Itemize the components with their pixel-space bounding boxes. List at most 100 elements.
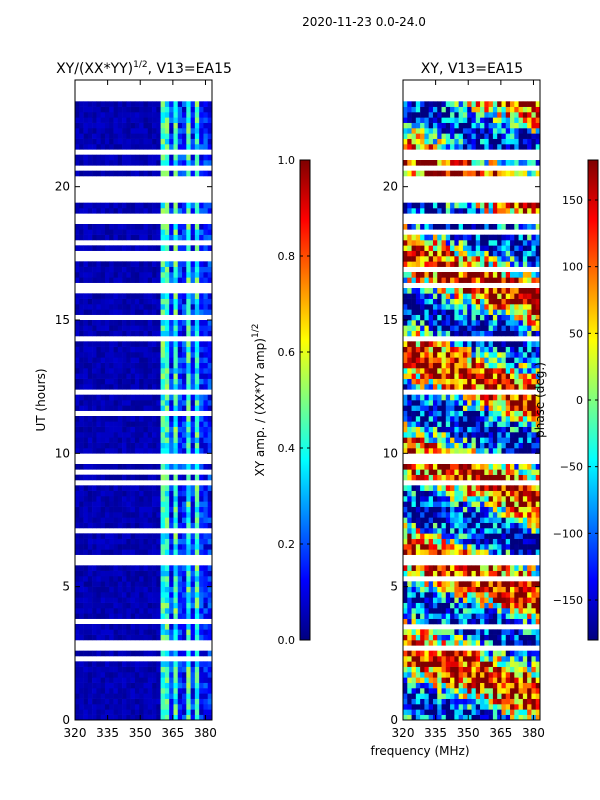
heatmap-cell xyxy=(407,346,412,353)
heatmap-cell xyxy=(109,224,114,230)
heatmap-cell xyxy=(531,512,537,518)
heatmap-cell xyxy=(505,629,511,635)
heatmap-cell xyxy=(505,602,511,609)
heatmap-cell xyxy=(424,304,429,310)
heatmap-cell xyxy=(194,581,200,587)
heatmap-cell xyxy=(134,352,140,358)
heatmap-cell xyxy=(104,421,110,427)
heatmap-cell xyxy=(424,661,429,667)
heatmap-cell xyxy=(424,362,429,369)
heatmap-cell xyxy=(432,629,438,635)
heatmap-cell xyxy=(147,138,153,145)
heatmap-cell xyxy=(143,394,149,401)
heatmap-cell xyxy=(484,368,489,374)
heatmap-cell xyxy=(432,640,438,646)
heatmap-cell xyxy=(173,544,179,550)
heatmap-cell xyxy=(527,352,532,358)
heatmap-cell xyxy=(75,442,80,449)
heatmap-cell xyxy=(445,400,451,406)
heatmap-cell xyxy=(450,714,455,720)
heatmap-cell xyxy=(96,549,101,555)
heatmap-cell xyxy=(156,693,161,699)
heatmap-cell xyxy=(126,368,131,374)
heatmap-cell xyxy=(207,544,212,550)
heatmap-cell xyxy=(207,602,212,609)
heatmap-cell xyxy=(96,304,101,310)
heatmap-cell xyxy=(87,144,93,150)
heatmap-cell xyxy=(96,586,101,593)
heatmap-cell xyxy=(445,474,451,481)
heatmap-cell xyxy=(87,549,93,555)
heatmap-cell xyxy=(535,474,540,481)
heatmap-cell xyxy=(420,400,425,406)
heatmap-cell xyxy=(415,608,421,614)
heatmap-cell xyxy=(471,437,477,443)
heatmap-cell xyxy=(527,613,532,619)
heatmap-cell xyxy=(432,384,438,390)
heatmap-cell xyxy=(203,330,209,337)
heatmap-cell xyxy=(109,522,114,529)
heatmap-cell xyxy=(79,538,84,545)
heatmap-cell xyxy=(492,714,498,720)
heatmap-cell xyxy=(484,586,489,593)
heatmap-cell xyxy=(194,496,200,502)
heatmap-cell xyxy=(156,512,161,518)
heatmap-cell xyxy=(83,704,89,710)
heatmap-cell xyxy=(203,170,209,177)
heatmap-cell xyxy=(514,341,519,347)
heatmap-cell xyxy=(488,650,494,657)
heatmap-cell xyxy=(458,688,464,694)
heatmap-cell xyxy=(83,309,89,315)
heatmap-cell xyxy=(437,416,442,422)
heatmap-cell xyxy=(169,405,174,411)
heatmap-cell xyxy=(199,448,204,454)
heatmap-cell xyxy=(126,133,131,139)
heatmap-cell xyxy=(424,581,429,587)
heatmap-cell xyxy=(522,442,528,449)
heatmap-cell xyxy=(182,672,187,678)
heatmap-cell xyxy=(497,522,502,529)
heatmap-cell xyxy=(415,538,421,545)
heatmap-cell xyxy=(497,581,502,587)
heatmap-cell xyxy=(420,666,425,673)
heatmap-cell xyxy=(156,597,161,603)
heatmap-cell xyxy=(117,634,123,641)
heatmap-cell xyxy=(122,682,127,689)
heatmap-cell xyxy=(130,362,136,369)
heatmap-cell xyxy=(415,512,421,518)
heatmap-cell xyxy=(177,144,183,150)
heatmap-cell xyxy=(518,618,524,625)
heatmap-cell xyxy=(411,490,417,497)
heatmap-cell xyxy=(164,693,170,699)
heatmap-cell xyxy=(424,704,429,710)
heatmap-cell xyxy=(182,112,187,118)
heatmap-cell xyxy=(535,666,540,673)
heatmap-cell xyxy=(169,368,174,374)
heatmap-cell xyxy=(475,538,481,545)
heatmap-cell xyxy=(134,565,140,571)
heatmap-cell xyxy=(152,464,157,470)
heatmap-cell xyxy=(420,512,425,518)
heatmap-cell xyxy=(113,576,119,582)
heatmap-cell xyxy=(190,368,196,374)
heatmap-cell xyxy=(173,501,179,507)
heatmap-cell xyxy=(454,714,459,720)
heatmap-cell xyxy=(203,133,209,139)
heatmap-cell xyxy=(143,416,149,422)
heatmap-cell xyxy=(518,325,524,331)
heatmap-cell xyxy=(467,416,472,422)
heatmap-cell xyxy=(130,474,136,481)
heatmap-cell xyxy=(458,693,464,699)
heatmap-cell xyxy=(207,698,212,705)
heatmap-cell xyxy=(420,522,425,529)
heatmap-cell xyxy=(203,570,209,577)
heatmap-cell xyxy=(428,437,434,443)
heatmap-cell xyxy=(527,437,532,443)
heatmap-cell xyxy=(182,709,187,715)
heatmap-cell xyxy=(139,576,144,582)
heatmap-cell xyxy=(164,202,170,209)
heatmap-cell xyxy=(488,325,494,331)
heatmap-cell xyxy=(122,298,127,305)
heatmap-cell xyxy=(501,709,507,715)
heatmap-cell xyxy=(527,378,532,385)
